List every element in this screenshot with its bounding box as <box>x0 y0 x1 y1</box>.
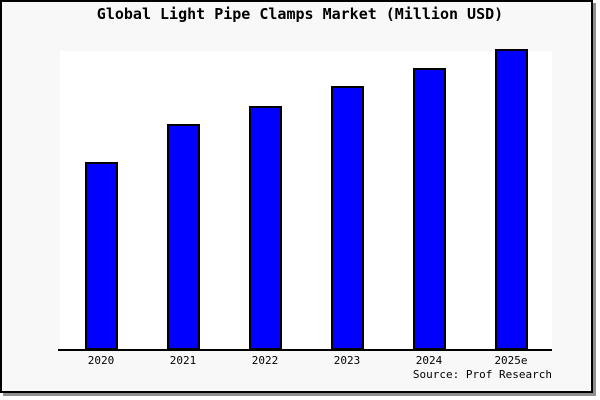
x-axis-label-2022: 2022 <box>251 354 279 367</box>
bar-2020 <box>84 162 118 350</box>
bar-2025e <box>494 49 528 350</box>
x-axis-label-2021: 2021 <box>169 354 197 367</box>
x-axis-label-2020: 2020 <box>87 354 115 367</box>
bar-2023 <box>330 86 364 350</box>
x-axis-label-2024: 2024 <box>415 354 443 367</box>
source-credit: Source: Prof Research <box>412 368 552 381</box>
bar-2022 <box>248 106 282 350</box>
x-axis-line <box>58 349 552 351</box>
x-axis-label-2023: 2023 <box>333 354 361 367</box>
x-axis-label-2025e: 2025e <box>494 354 528 367</box>
chart-title: Global Light Pipe Clamps Market (Million… <box>96 5 504 23</box>
plot-area <box>60 51 552 350</box>
bar-2021 <box>166 124 200 350</box>
bar-2024 <box>412 68 446 350</box>
